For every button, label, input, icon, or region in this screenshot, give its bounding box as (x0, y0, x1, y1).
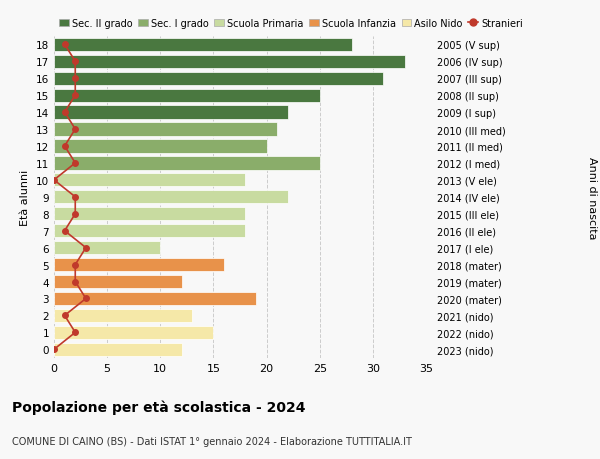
Bar (54, 140, 266, 153)
Bar (54, 157, 320, 170)
Text: Popolazione per età scolastica - 2024: Popolazione per età scolastica - 2024 (12, 399, 305, 414)
Bar (54, 343, 182, 356)
Bar (54, 309, 192, 322)
Legend: Sec. II grado, Sec. I grado, Scuola Primaria, Scuola Infanzia, Asilo Nido, Stran: Sec. II grado, Sec. I grado, Scuola Prim… (59, 19, 523, 28)
Bar (54, 241, 160, 255)
Y-axis label: Età alunni: Età alunni (20, 169, 31, 225)
Bar (54, 275, 182, 289)
Bar (54, 191, 288, 204)
Bar (54, 73, 383, 85)
Bar (54, 292, 256, 305)
Text: Anni di nascita: Anni di nascita (587, 156, 597, 239)
Bar (54, 39, 352, 52)
Bar (54, 106, 288, 119)
Bar (54, 224, 245, 238)
Bar (54, 326, 214, 339)
Bar (54, 207, 245, 221)
Bar (54, 258, 224, 272)
Bar (54, 56, 405, 69)
Bar (54, 90, 320, 102)
Bar (54, 123, 277, 136)
Text: COMUNE DI CAINO (BS) - Dati ISTAT 1° gennaio 2024 - Elaborazione TUTTITALIA.IT: COMUNE DI CAINO (BS) - Dati ISTAT 1° gen… (12, 436, 412, 446)
Bar (54, 174, 245, 187)
